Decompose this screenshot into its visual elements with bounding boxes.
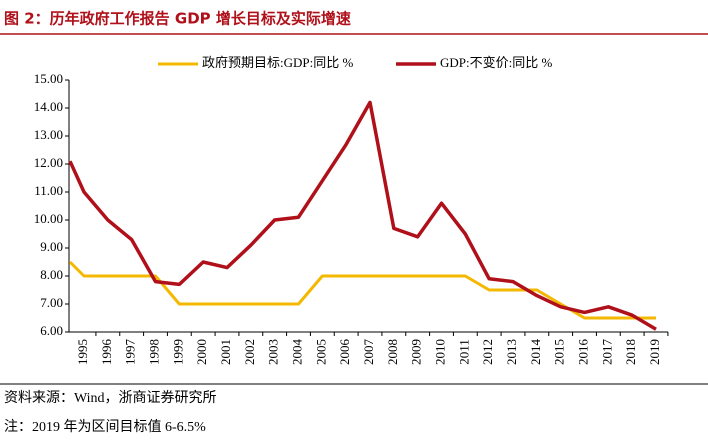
x-tick-label: 2004 [289,339,304,366]
x-tick-label: 2011 [456,339,471,365]
note: 注：2019 年为区间目标值 6-6.5% [4,419,206,435]
x-tick-label: 1995 [75,339,90,365]
y-tick-label: 10.00 [34,211,63,226]
series-line [68,100,657,331]
x-tick-label: 2007 [361,339,376,366]
x-tick-label: 2001 [218,339,233,365]
x-tick-label: 1996 [99,339,114,366]
x-tick-label: 2003 [266,339,281,365]
x-tick-label: 2012 [480,339,495,365]
x-tick-label: 2016 [575,339,590,366]
x-tick-label: 1999 [170,339,185,365]
x-tick-label: 2000 [194,339,209,365]
legend-label: 政府预期目标:GDP:同比 % [202,55,353,70]
x-tick-label: 2014 [528,339,543,366]
x-tick-label: 1997 [123,339,138,366]
y-tick-label: 14.00 [34,99,63,114]
y-tick-label: 6.00 [40,323,63,338]
x-tick-label: 2008 [385,339,400,365]
x-tick-label: 2009 [409,339,424,365]
x-tick-label: 2005 [313,339,328,365]
x-tick-label: 2017 [599,339,614,366]
x-tick-label: 2002 [242,339,257,365]
y-tick-label: 8.00 [40,267,63,282]
y-tick-label: 9.00 [40,239,63,254]
x-tick-label: 2018 [623,339,638,365]
x-tick-label: 2006 [337,339,352,366]
chart-title: 图 2：历年政府工作报告 GDP 增长目标及实际增速 [4,10,351,28]
y-tick-label: 12.00 [34,155,63,170]
y-tick-label: 15.00 [34,71,63,86]
y-tick-label: 7.00 [40,295,63,310]
source: 资料来源：Wind，浙商证券研究所 [4,390,217,406]
x-tick-label: 2013 [504,339,519,365]
x-tick-label: 2010 [432,339,447,365]
x-tick-label: 1998 [146,339,161,365]
y-tick-label: 13.00 [34,127,63,142]
x-tick-label: 2019 [647,339,662,365]
x-tick-label: 2015 [552,339,567,365]
legend-label: GDP:不变价:同比 % [440,55,552,70]
y-tick-label: 11.00 [34,183,63,198]
